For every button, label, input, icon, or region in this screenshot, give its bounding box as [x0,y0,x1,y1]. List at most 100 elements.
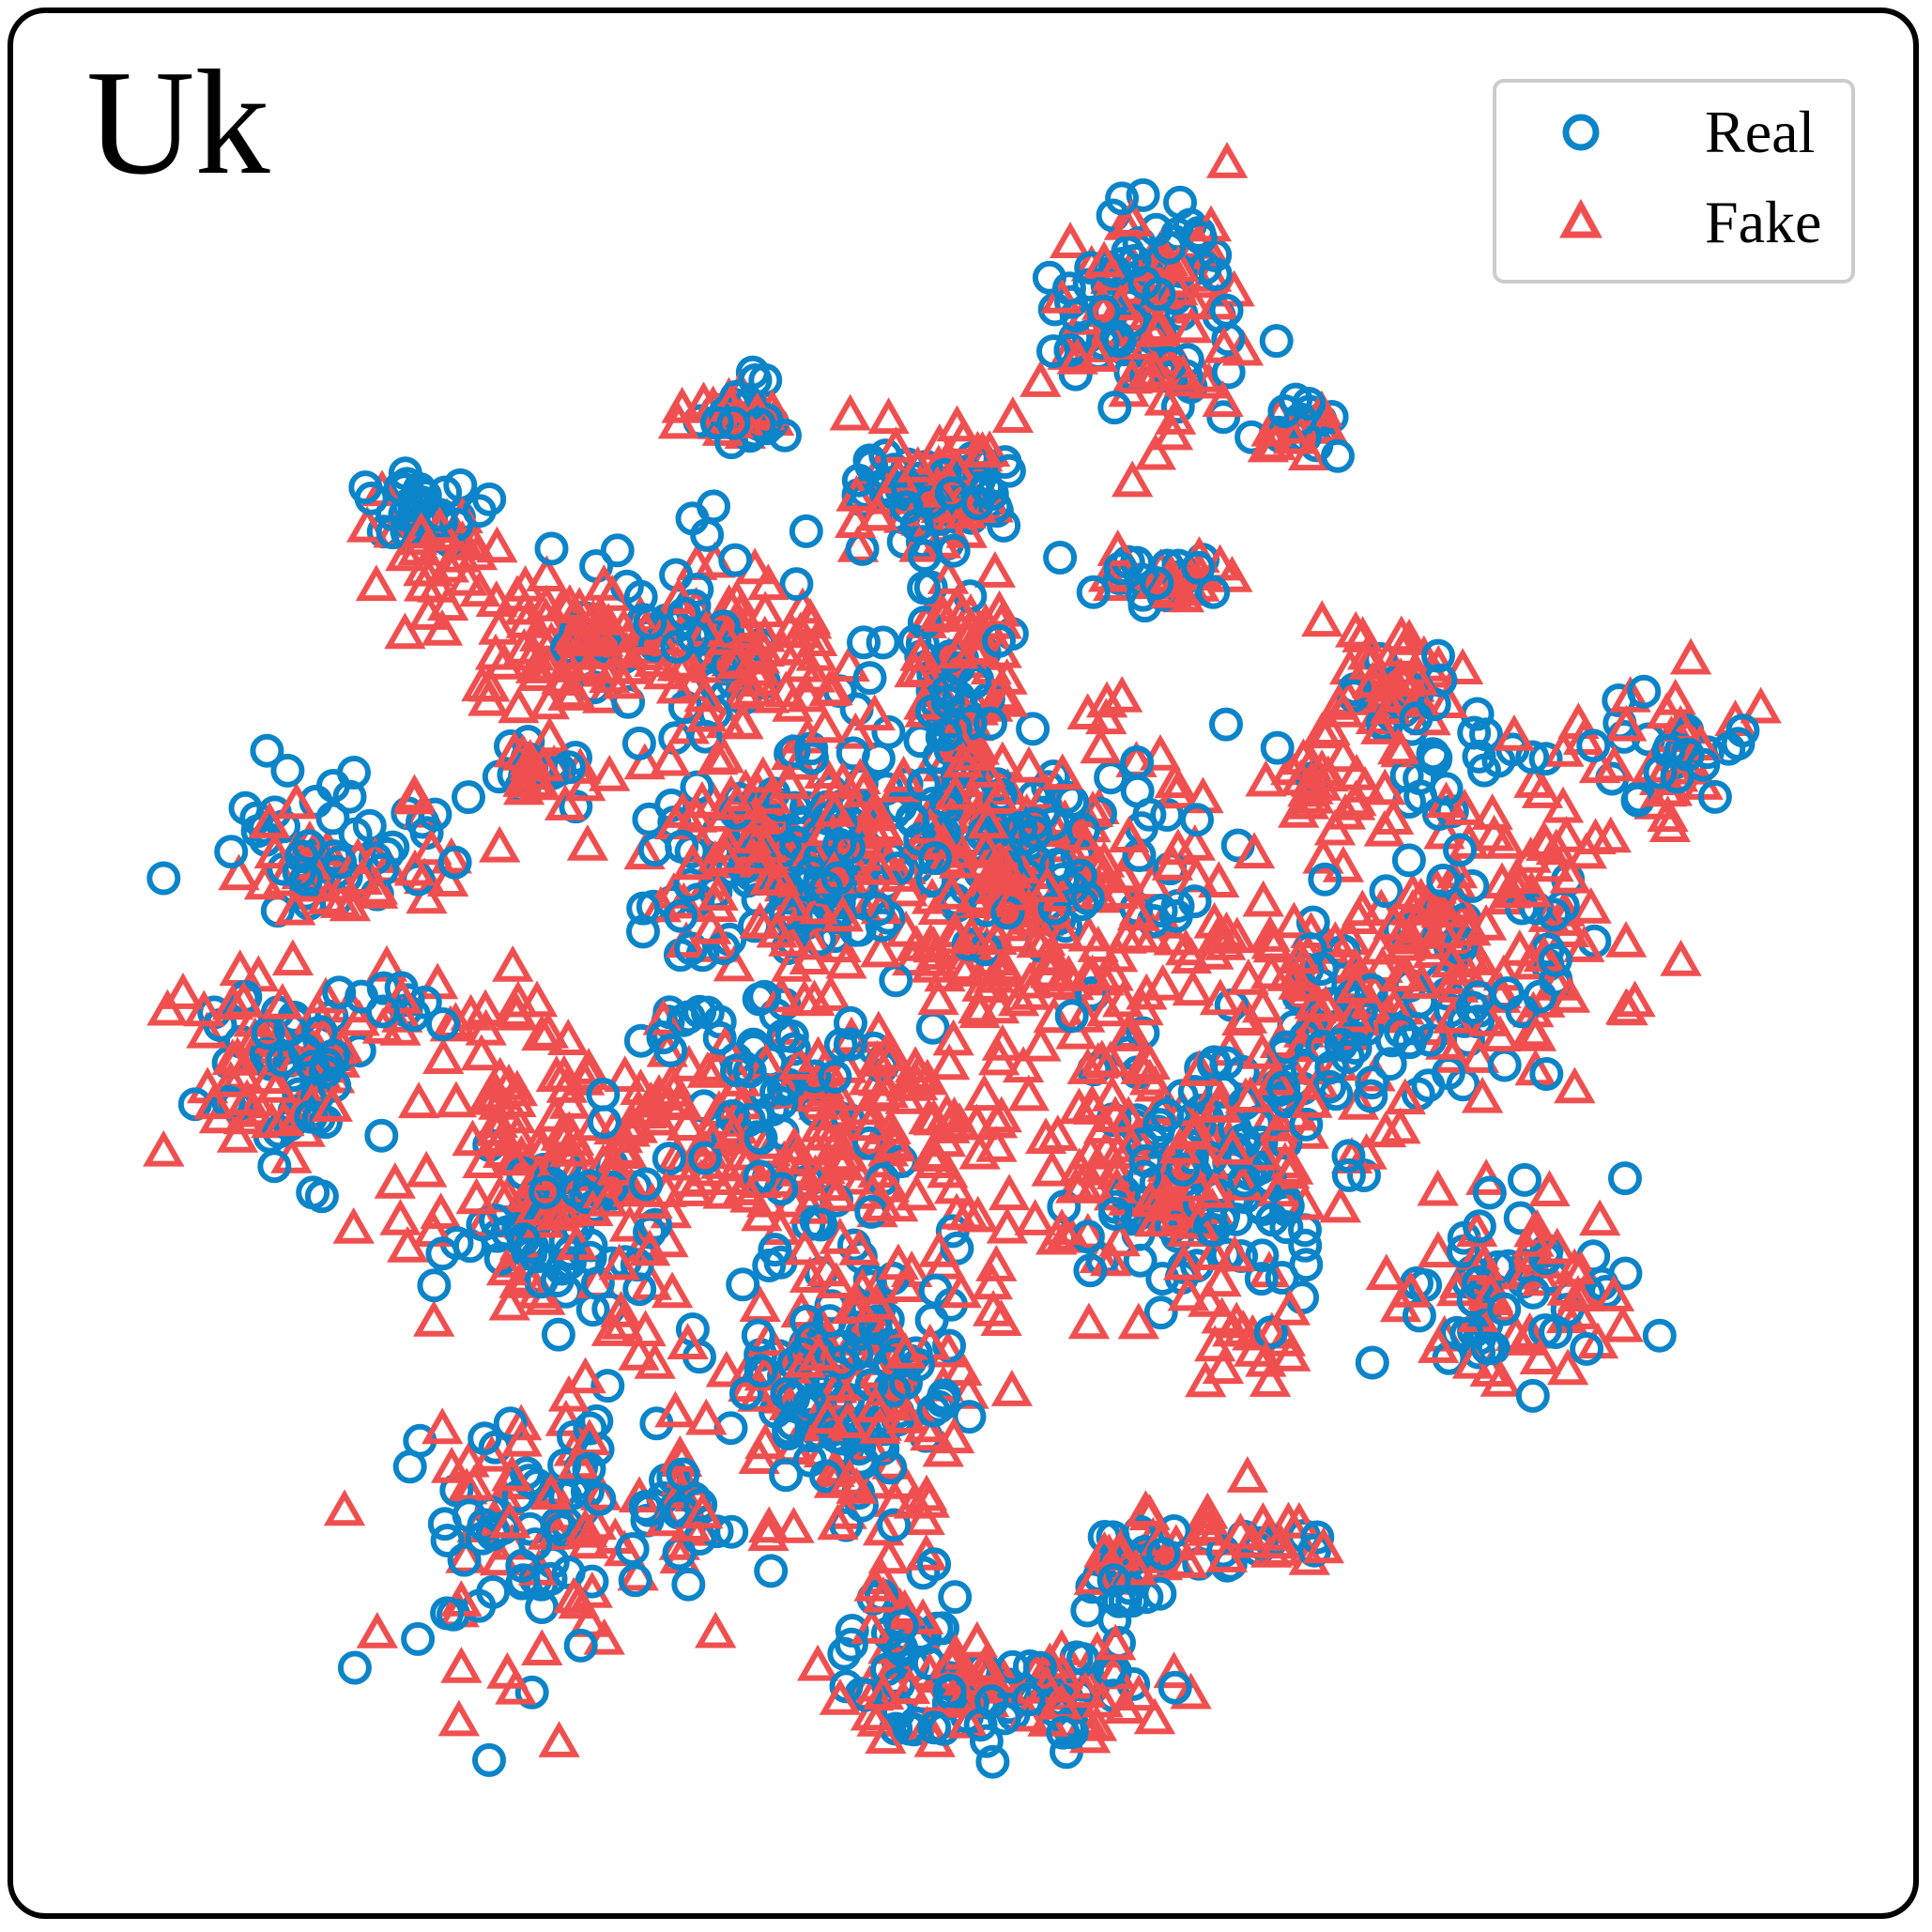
fake-point [1322,845,1365,882]
fake-point [1143,378,1187,416]
fake-point [747,1514,790,1552]
fake-point [450,993,492,1031]
fake-point [863,1673,905,1710]
fake-point [1545,815,1587,852]
real-point [789,514,823,548]
fake-point [271,939,314,976]
fake-point [1049,222,1092,258]
real-point [804,1207,838,1242]
real-point [834,1627,868,1662]
fake-point [856,494,899,531]
real-point [1461,980,1495,1015]
fake-point [856,1039,898,1077]
real-point [836,736,870,771]
fake-point [1107,1096,1150,1133]
fake-point [538,1721,580,1757]
fake-point [841,1267,883,1305]
fake-point [1196,283,1239,320]
fake-point [659,1434,701,1472]
fake-point [1272,417,1315,454]
real-point [626,914,660,949]
fake-point [263,1099,305,1137]
real-point [744,1354,778,1388]
real-point [683,1487,718,1522]
fake-point [435,1081,478,1118]
fake-point [526,555,568,591]
fake-point [719,591,762,629]
fake-point [759,1208,802,1246]
fake-point [899,634,942,671]
fake-point [994,873,1036,911]
real-point [623,579,658,614]
fake-point [581,599,624,636]
real-point [877,1508,912,1542]
fake-point [1031,1149,1073,1187]
fake-point [421,608,464,646]
fake-point [789,938,831,974]
fake-point [211,983,254,1020]
fake-point [924,1120,967,1158]
fake-point [514,647,558,683]
real-point [847,625,881,660]
fake-point [1134,1200,1176,1237]
real-point [666,1457,700,1492]
real-point [764,1086,799,1120]
real-point [975,1744,1010,1779]
fake-point [448,1440,490,1478]
fake-point [796,620,838,656]
real-point [296,1050,330,1084]
real-point [573,1240,607,1275]
fake-point [1096,529,1139,566]
real-point [376,515,410,550]
fake-point [1120,1048,1162,1084]
real-point [938,1580,973,1615]
fake-point [1065,1671,1107,1709]
real-point [615,1532,650,1566]
fake-point [455,1177,498,1215]
fake-point [1471,793,1513,830]
real-point [892,1711,927,1746]
fake-point [529,716,571,754]
fake-point [918,1230,960,1267]
real-point [1097,391,1132,425]
fake-point [1479,1015,1522,1052]
fake-point [1089,1040,1132,1078]
fake-point [875,426,917,463]
fake-point [685,695,728,732]
fake-point [815,1262,858,1298]
real-point [690,517,725,552]
fake-point [1493,713,1536,751]
real-point [1096,1563,1131,1598]
fake-point [768,762,811,800]
real-point [714,1514,749,1549]
fake-point [492,944,534,982]
real-point [1529,1057,1564,1091]
fake-point [865,1717,907,1755]
fake-point [261,983,304,1020]
scatter-points [143,142,1782,1779]
fake-point [835,712,877,749]
fake-point [595,1149,637,1186]
real-point [726,1267,760,1302]
fake-point [1259,1522,1301,1559]
fake-point [854,1386,897,1423]
fake-point [528,682,570,720]
fake-point [877,1243,920,1280]
fake-point [1614,980,1656,1018]
real-point [1265,1261,1299,1295]
fake-point [978,1038,1020,1076]
fake-point [790,830,834,867]
real-point [752,1249,787,1282]
fake-point [498,686,540,724]
fake-point [1660,939,1702,976]
real-point [425,1236,460,1271]
real-point [1402,1298,1436,1333]
fake-point [489,1501,531,1539]
real-point [1050,780,1083,815]
fake-point [695,1611,737,1648]
real-point [1019,816,1053,851]
real-point [629,1167,664,1202]
fake-point [1156,772,1198,809]
real-point [1181,550,1216,585]
fake-point [1126,973,1168,1010]
